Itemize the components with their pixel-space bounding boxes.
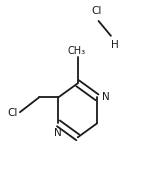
Text: Cl: Cl xyxy=(91,6,101,16)
Text: N: N xyxy=(54,128,62,138)
Text: N: N xyxy=(102,92,109,102)
Text: CH₃: CH₃ xyxy=(67,46,85,56)
Text: Cl: Cl xyxy=(7,108,18,118)
Text: H: H xyxy=(111,40,119,50)
